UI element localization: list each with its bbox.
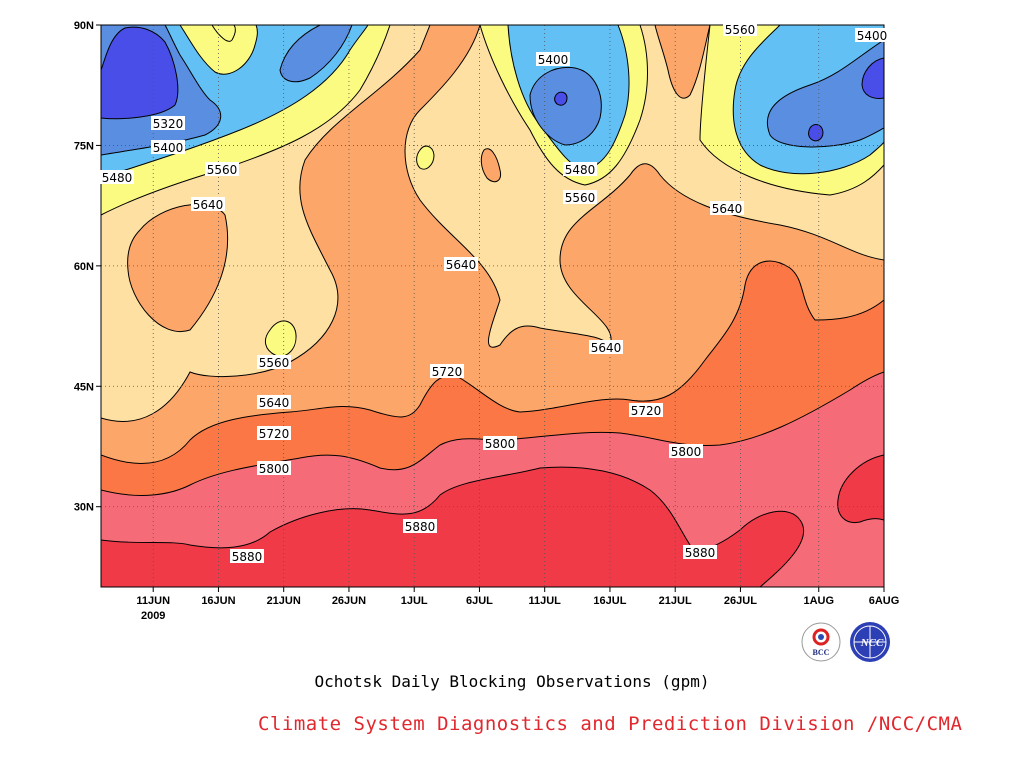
- band-5320-5400-east: [766, 39, 884, 148]
- contour-label: 5640: [257, 395, 291, 410]
- band-below-5320-center: [554, 91, 568, 106]
- svg-text:5720: 5720: [259, 427, 290, 441]
- contour-label: 5720: [629, 403, 663, 418]
- x-tick-label: 6AUG: [869, 595, 900, 607]
- contour-label: 5480: [563, 162, 597, 177]
- band-above-5880-east: [837, 454, 884, 524]
- svg-text:5560: 5560: [725, 23, 756, 37]
- institution-logos: BCC NCC: [800, 620, 900, 664]
- x-tick-label: 6JUL: [466, 595, 493, 607]
- x-tick-label: 26JUN: [332, 595, 366, 607]
- y-tick-label: 75N: [74, 140, 94, 152]
- contour-label: 5560: [205, 162, 239, 177]
- contour-label: 5880: [683, 545, 717, 560]
- contour-label: 5560: [257, 355, 291, 370]
- band-5640-5720-north: [654, 25, 711, 99]
- y-tick-label: 30N: [74, 502, 94, 514]
- x-axis: 11JUN 16JUN 21JUN 26JUN 1JUL 6JUL 11JUL 16JUL 21…: [136, 587, 899, 607]
- contour-label: 5720: [257, 426, 291, 441]
- plot-frame: [100, 24, 885, 588]
- band-5480-5560-islands: [264, 145, 435, 357]
- contour-fills: [101, 25, 884, 587]
- contour-label: 5640: [710, 201, 744, 216]
- footer-credit: Climate System Diagnostics and Predictio…: [258, 713, 963, 735]
- svg-text:5480: 5480: [102, 171, 133, 185]
- bcc-logo: BCC: [801, 622, 841, 662]
- gridlines: [101, 24, 885, 587]
- y-tick-label: 60N: [74, 261, 94, 273]
- svg-text:5880: 5880: [405, 520, 436, 534]
- x-tick-label: 21JUL: [659, 595, 692, 607]
- svg-text:5880: 5880: [232, 550, 263, 564]
- x-axis-year-label: 2009: [141, 610, 165, 622]
- band-5320-5400-b: [279, 25, 353, 83]
- band-below-5320-east: [808, 57, 884, 142]
- contour-label: 5800: [483, 436, 517, 451]
- svg-text:5640: 5640: [259, 396, 290, 410]
- band-below-5320: [101, 26, 179, 120]
- svg-text:5480: 5480: [565, 163, 596, 177]
- svg-text:5560: 5560: [565, 191, 596, 205]
- svg-text:5720: 5720: [631, 404, 662, 418]
- x-tick-label: 16JUL: [593, 595, 626, 607]
- svg-text:5640: 5640: [193, 198, 224, 212]
- contour-label: 5640: [191, 197, 225, 212]
- svg-text:5640: 5640: [446, 258, 477, 272]
- svg-text:5560: 5560: [259, 356, 290, 370]
- contour-label: 5400: [536, 52, 570, 67]
- contour-label: 5400: [855, 28, 889, 43]
- svg-text:5880: 5880: [685, 546, 716, 560]
- svg-text:5400: 5400: [153, 141, 184, 155]
- contour-label: 5640: [589, 340, 623, 355]
- ncc-logo: NCC: [850, 622, 890, 662]
- svg-text:BCC: BCC: [813, 648, 830, 657]
- svg-text:NCC: NCC: [860, 637, 884, 649]
- contour-label: 5800: [669, 444, 703, 459]
- svg-text:5320: 5320: [153, 117, 184, 131]
- band-5640-5720-island: [480, 148, 502, 183]
- contour-label: 5640: [444, 257, 478, 272]
- svg-text:5400: 5400: [538, 53, 569, 67]
- contour-label: 5320: [151, 116, 185, 131]
- svg-text:5400: 5400: [857, 29, 888, 43]
- band-5320-5400-center: [529, 66, 602, 146]
- contour-label: 5720: [430, 364, 464, 379]
- svg-text:5800: 5800: [485, 437, 516, 451]
- x-tick-label: 26JUL: [724, 595, 757, 607]
- svg-text:5720: 5720: [432, 365, 463, 379]
- contour-label: 5560: [723, 22, 757, 37]
- x-tick-label: 1JUL: [401, 595, 428, 607]
- svg-text:5800: 5800: [259, 462, 290, 476]
- x-tick-label: 1AUG: [803, 595, 834, 607]
- x-tick-label: 21JUN: [267, 595, 301, 607]
- y-axis: 30N 45N 60N 75N 90N: [74, 20, 101, 514]
- y-tick-label: 90N: [74, 20, 94, 32]
- contour-label: 5560: [563, 190, 597, 205]
- x-tick-label: 11JUL: [528, 595, 561, 607]
- svg-text:5800: 5800: [671, 445, 702, 459]
- svg-text:5640: 5640: [591, 341, 622, 355]
- contour-label: 5480: [100, 170, 134, 185]
- x-tick-label: 11JUN: [136, 595, 170, 607]
- contour-label: 5800: [257, 461, 291, 476]
- band-above-5880: [101, 466, 805, 587]
- contour-label: 5880: [403, 519, 437, 534]
- chart-title: Ochotsk Daily Blocking Observations (gpm…: [314, 672, 710, 691]
- svg-text:5640: 5640: [712, 202, 743, 216]
- y-tick-label: 45N: [74, 381, 94, 393]
- x-tick-label: 16JUN: [201, 595, 235, 607]
- svg-text:5560: 5560: [207, 163, 238, 177]
- contour-label: 5400: [151, 140, 185, 155]
- contour-label: 5880: [230, 549, 264, 564]
- contour-labels: 5320 5400 5480 5560 5640 5560 5640 5720 5800 5880…: [100, 22, 889, 564]
